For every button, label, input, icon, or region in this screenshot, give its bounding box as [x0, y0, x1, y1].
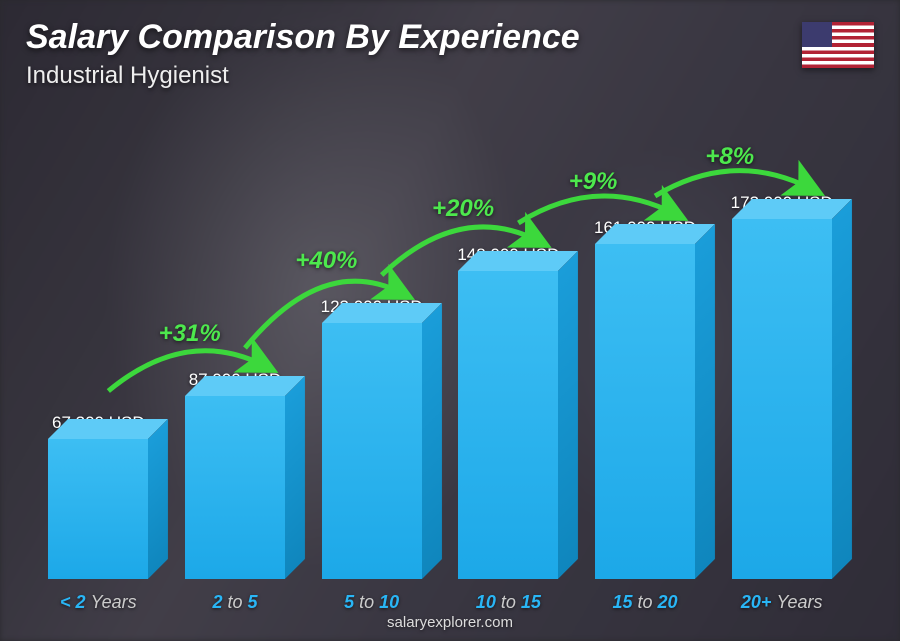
bar-category-label: 20+ Years	[741, 592, 823, 613]
bar-group: 173,000 USD 20+ Years	[713, 119, 850, 579]
bar-category-label: 10 to 15	[476, 592, 541, 613]
bar	[322, 323, 422, 579]
chart-title: Salary Comparison By Experience	[26, 18, 580, 57]
percent-increase-label: +31%	[159, 320, 221, 348]
percent-increase-label: +8%	[705, 143, 754, 171]
bar-group: 123,000 USD 5 to 10	[303, 119, 440, 579]
percent-increase-label: +9%	[569, 168, 618, 196]
bar-category-label: < 2 Years	[60, 592, 137, 613]
bar	[458, 271, 558, 579]
bar-group: 67,300 USD < 2 Years	[30, 119, 167, 579]
bar-category-label: 15 to 20	[612, 592, 677, 613]
bar	[185, 396, 285, 579]
chart-subtitle: Industrial Hygienist	[26, 62, 229, 90]
percent-increase-label: +40%	[295, 247, 357, 275]
bar-chart: 67,300 USD < 2 Years 87,900 USD 2 to 5 1…	[30, 119, 850, 579]
percent-increase-label: +20%	[432, 195, 494, 223]
footer-attribution: salaryexplorer.com	[387, 614, 513, 631]
bar-group: 87,900 USD 2 to 5	[167, 119, 304, 579]
country-flag-icon	[802, 22, 874, 68]
bar-category-label: 5 to 10	[344, 592, 399, 613]
bar	[48, 439, 148, 579]
bar-group: 148,000 USD 10 to 15	[440, 119, 577, 579]
bar	[595, 244, 695, 579]
bar-category-label: 2 to 5	[212, 592, 257, 613]
bar	[732, 219, 832, 579]
